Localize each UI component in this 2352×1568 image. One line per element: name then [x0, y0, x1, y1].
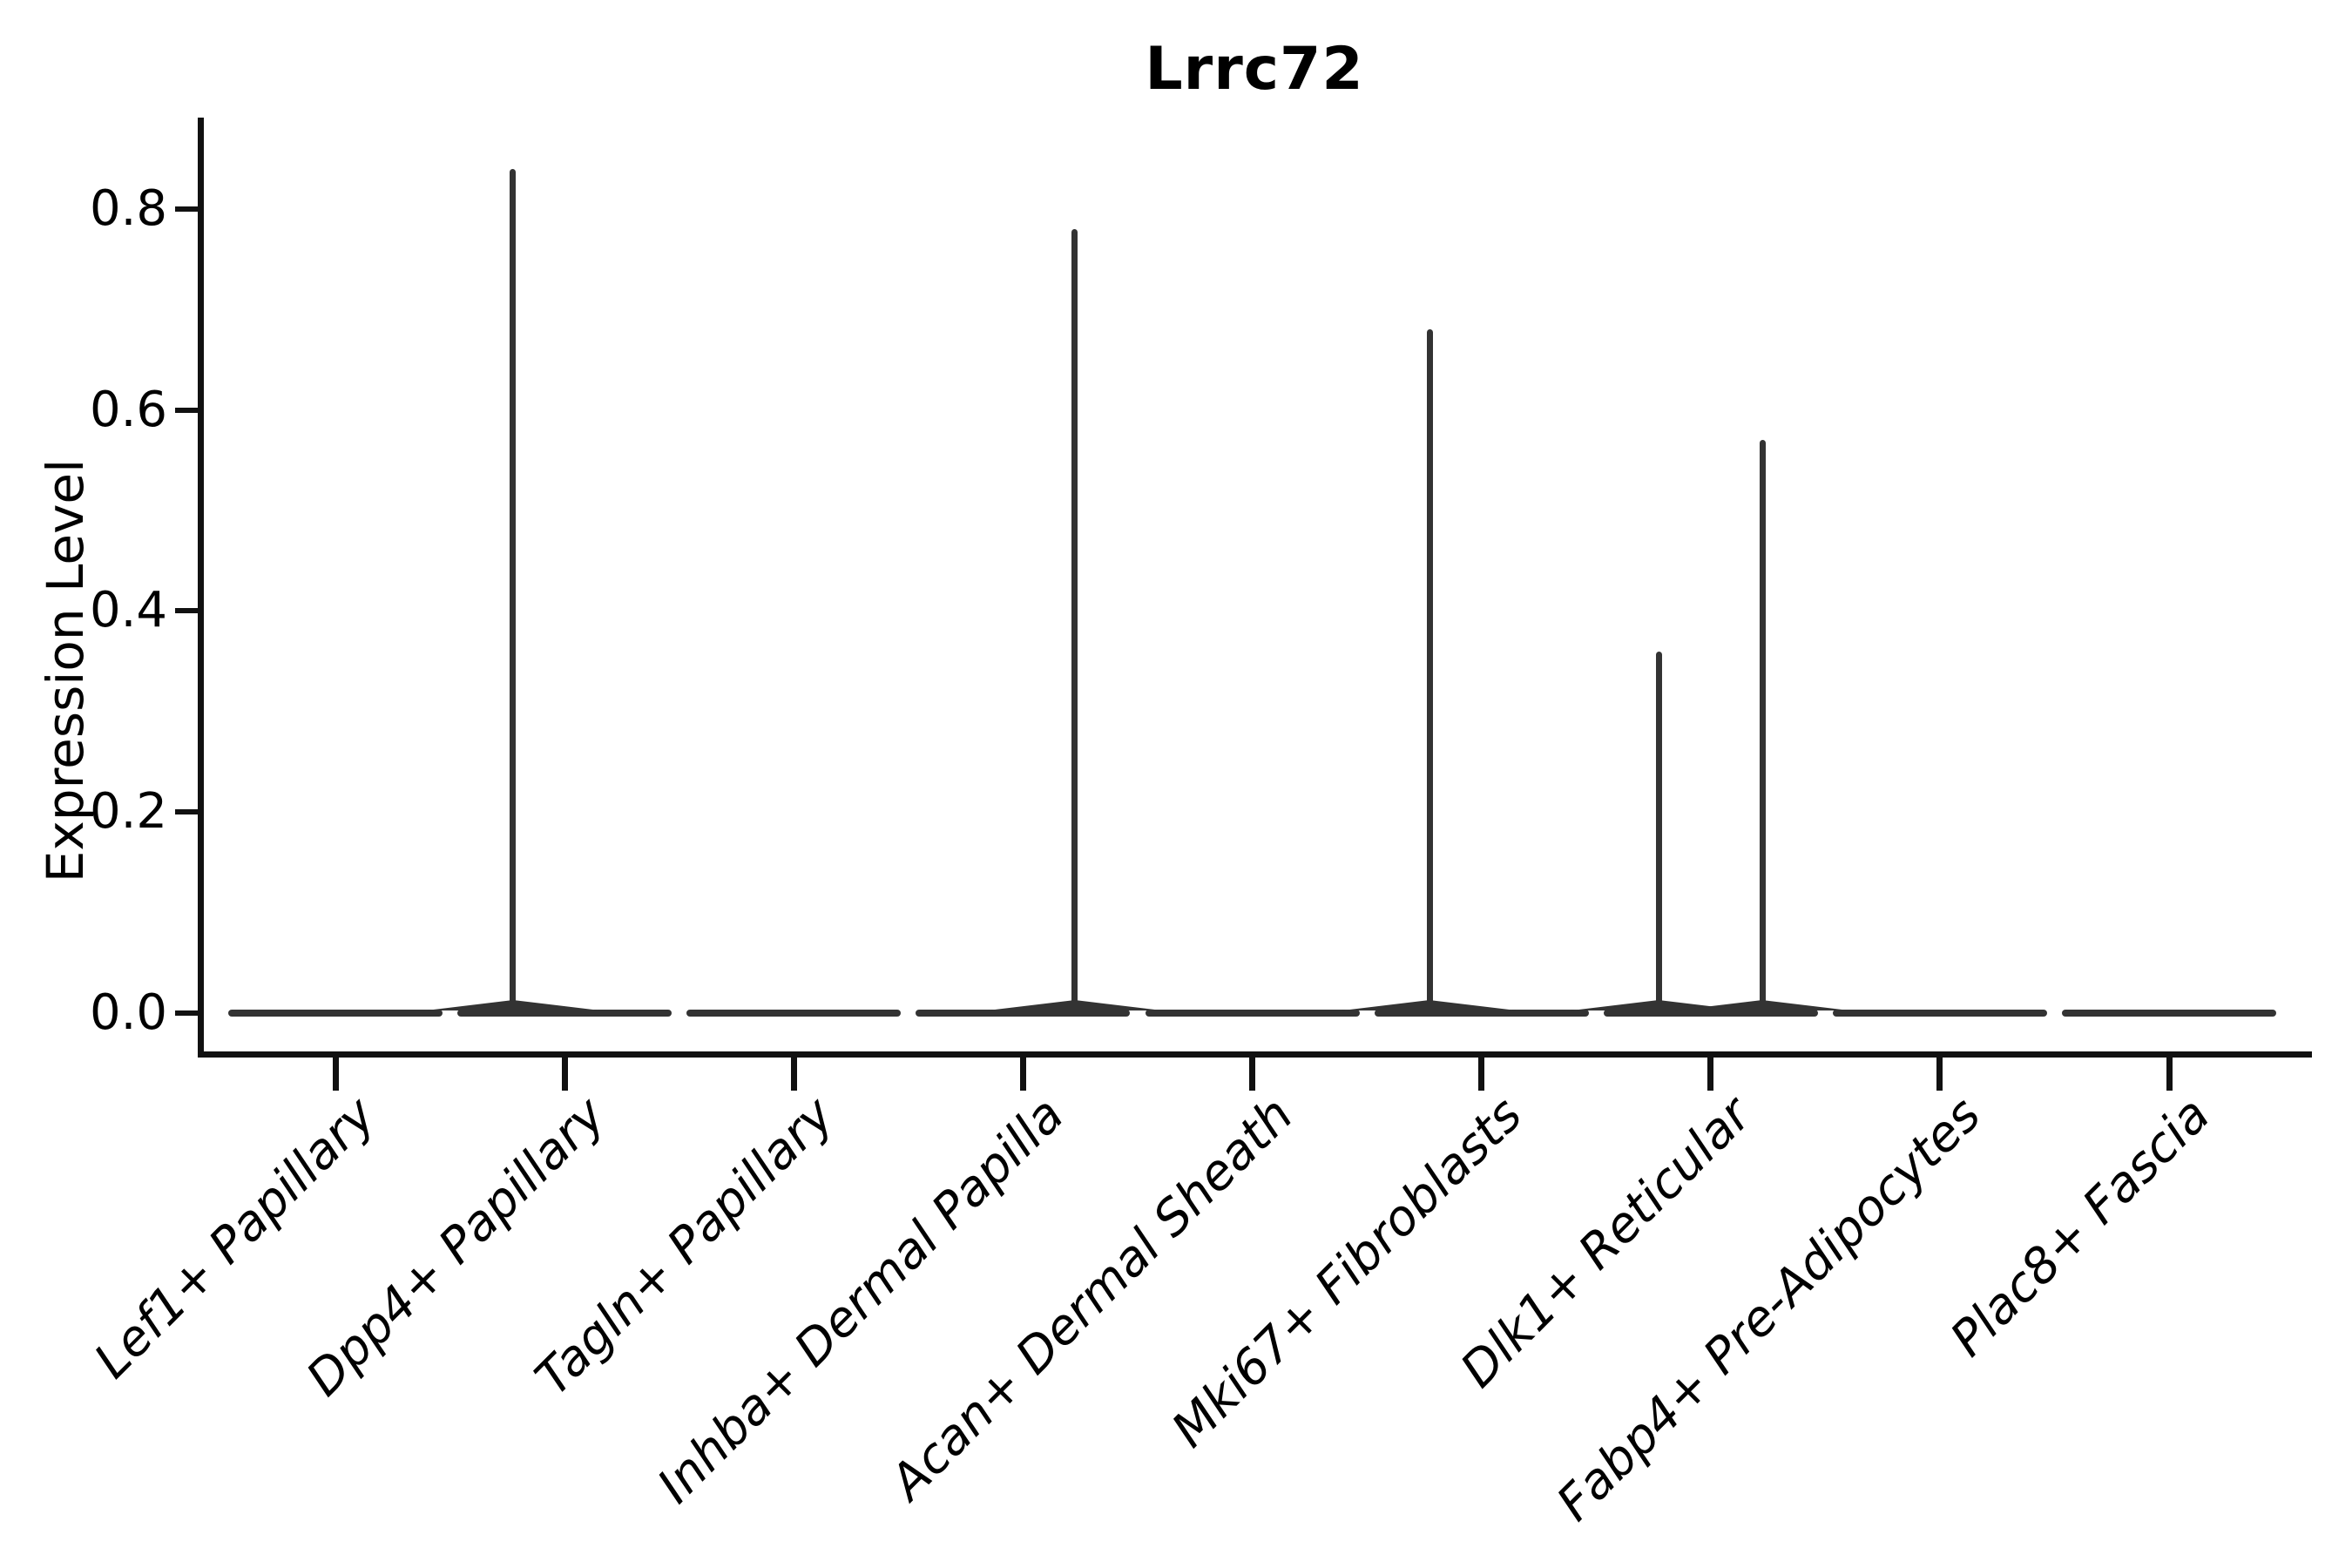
violin-spike — [510, 168, 517, 1017]
violin-density-bulge — [425, 1000, 600, 1010]
x-tick-mark — [332, 1058, 339, 1091]
x-tick-mark — [1478, 1058, 1485, 1091]
x-axis-line — [198, 1051, 2312, 1058]
violin-flat-line — [916, 1010, 1131, 1017]
violin-density-bulge — [1342, 1000, 1517, 1010]
x-tick-mark — [1707, 1058, 1714, 1091]
x-tick-label: Fabp4+ Pre-Adipocytes — [1545, 1086, 1992, 1532]
violin-flat-line — [1145, 1010, 1360, 1017]
violin-flat-line — [686, 1010, 902, 1017]
x-tick-mark — [561, 1058, 568, 1091]
x-tick-mark — [790, 1058, 797, 1091]
violin-density-bulge — [1675, 1000, 1850, 1010]
y-tick-mark — [175, 608, 198, 614]
x-tick-mark — [1019, 1058, 1026, 1091]
violin-flat-line — [457, 1010, 672, 1017]
y-tick-label: 0.2 — [89, 783, 167, 841]
y-tick-label: 0.0 — [89, 984, 167, 1041]
x-tick-label: Inhba+ Dermal Papilla — [646, 1086, 1075, 1515]
chart-title: Lrrc72 — [1145, 35, 1364, 104]
violin-flat-line — [228, 1010, 443, 1017]
y-tick-mark — [175, 809, 198, 815]
violin-flat-line — [2062, 1010, 2276, 1017]
violin-flat-line — [1374, 1010, 1589, 1017]
y-axis-line — [198, 118, 204, 1058]
y-tick-mark — [175, 206, 198, 212]
violin-spike — [1071, 228, 1078, 1017]
x-tick-label: Acan+ Dermal Sheath — [879, 1086, 1304, 1511]
y-tick-mark — [175, 407, 198, 413]
y-tick-label: 0.4 — [89, 582, 167, 639]
x-tick-mark — [2166, 1058, 2173, 1091]
violin-spike — [1426, 329, 1433, 1017]
violin-spike — [1759, 440, 1766, 1017]
violin-flat-line — [1832, 1010, 2047, 1017]
violin-flat-line — [1603, 1010, 1818, 1017]
y-tick-label: 0.6 — [89, 381, 167, 438]
y-tick-label: 0.8 — [89, 179, 167, 237]
y-tick-mark — [175, 1010, 198, 1016]
violin-density-bulge — [987, 1000, 1162, 1010]
x-tick-mark — [1936, 1058, 1943, 1091]
x-tick-mark — [1249, 1058, 1255, 1091]
violin-spike — [1655, 651, 1662, 1017]
